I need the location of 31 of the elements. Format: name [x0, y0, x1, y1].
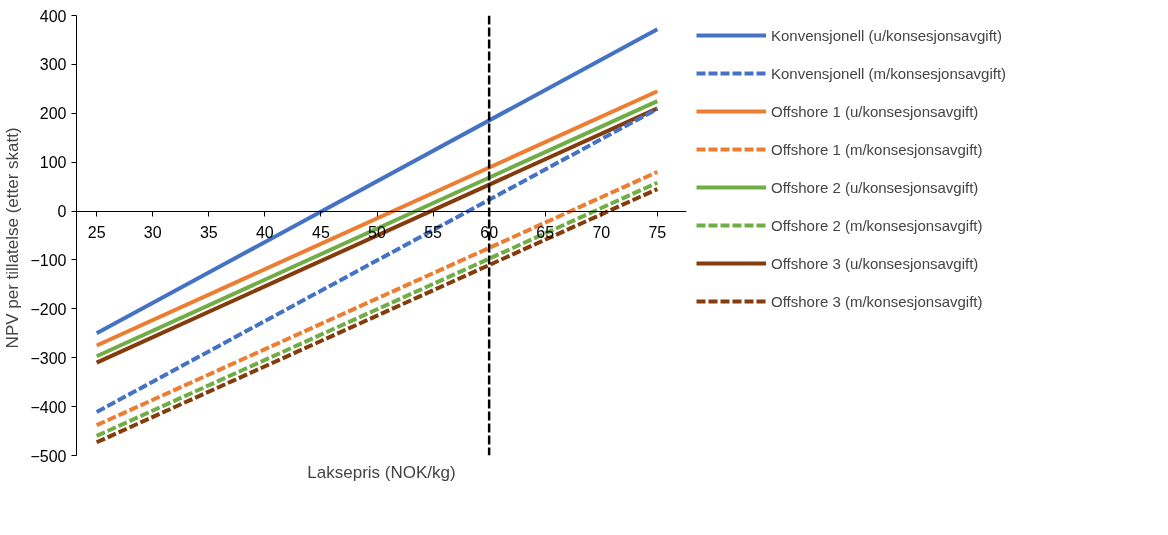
legend-label: Konvensjonell (m/konsesjonsavgift) [771, 64, 1007, 82]
legend-label: Offshore 3 (u/konsesjonsavgift) [771, 254, 979, 272]
y-tick-label: 100 [39, 154, 67, 172]
x-tick-label: 70 [592, 224, 611, 242]
y-tick-label: −300 [30, 349, 67, 367]
x-tick-label: 30 [143, 224, 162, 242]
x-tick-label: 45 [312, 224, 330, 242]
y-tick-label: −400 [30, 398, 67, 416]
y-axis-title: NPV per tillatelse (etter skatt) [3, 127, 23, 349]
x-tick-label: 40 [255, 224, 274, 242]
legend-label: Konvensjonell (u/konsesjonsavgift) [771, 26, 1002, 44]
x-tick-label: 65 [536, 224, 555, 242]
x-tick-label: 35 [199, 224, 218, 242]
legend-label: Offshore 1 (m/konsesjonsavgift) [771, 140, 983, 158]
x-tick-label: 60 [480, 224, 499, 242]
x-tick-label: 25 [87, 224, 106, 242]
x-tick-label: 50 [368, 224, 387, 242]
legend-label: Offshore 1 (u/konsesjonsavgift) [771, 102, 979, 120]
x-tick-label: 55 [424, 224, 443, 242]
legend-label: Offshore 2 (u/konsesjonsavgift) [771, 178, 979, 196]
x-tick-label: 75 [648, 224, 667, 242]
y-tick-label: −200 [30, 300, 67, 318]
y-tick-label: 0 [57, 203, 67, 221]
x-axis-title: Laksepris (NOK/kg) [307, 462, 456, 482]
y-tick-label: −500 [30, 447, 67, 465]
legend-label: Offshore 3 (m/konsesjonsavgift) [771, 292, 983, 310]
y-tick-label: −100 [30, 251, 67, 269]
y-tick-label: 200 [39, 105, 67, 123]
legend-label: Offshore 2 (m/konsesjonsavgift) [771, 216, 983, 234]
y-tick-label: 400 [39, 7, 67, 25]
y-tick-label: 300 [39, 56, 67, 74]
